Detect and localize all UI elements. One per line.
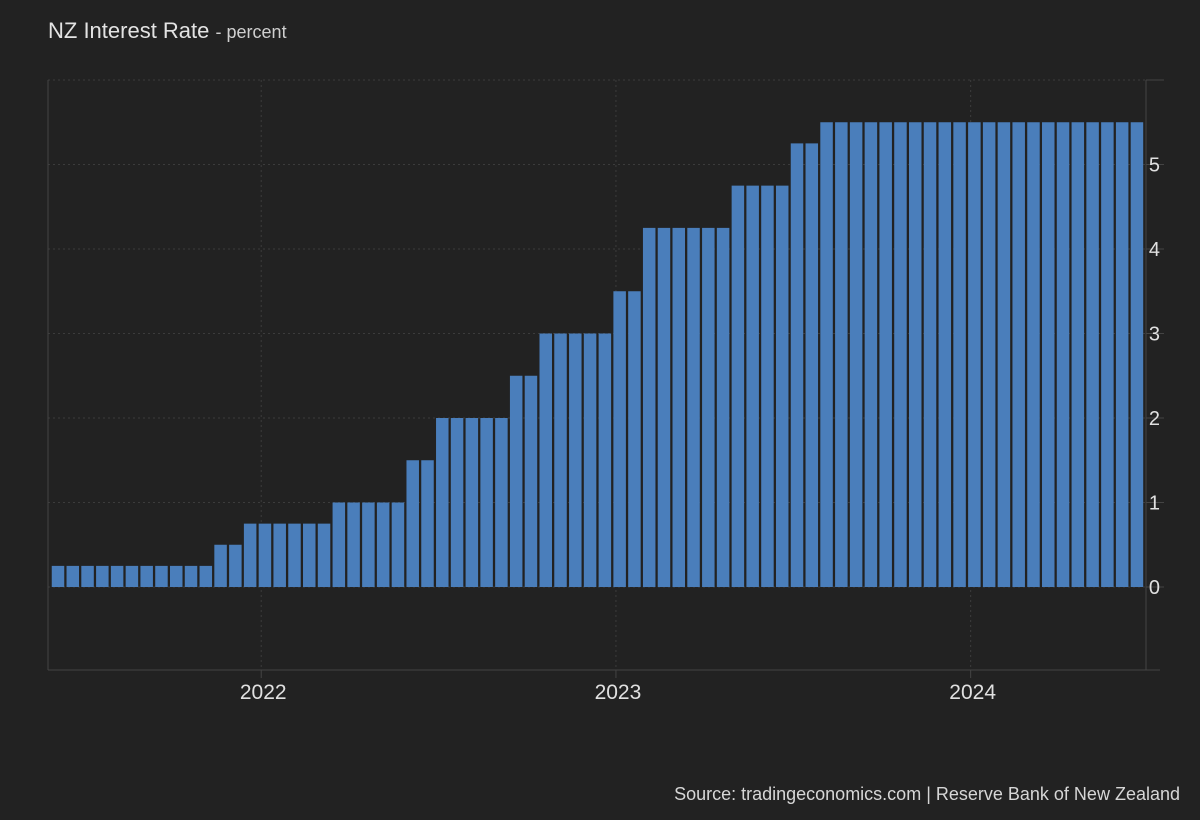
bar bbox=[642, 227, 656, 588]
bar bbox=[110, 565, 124, 588]
chart-unit: - percent bbox=[216, 22, 287, 42]
chart-title: NZ Interest Rate - percent bbox=[48, 18, 287, 44]
bar bbox=[805, 143, 819, 588]
bar bbox=[628, 291, 641, 587]
bar bbox=[184, 565, 198, 588]
bar bbox=[214, 544, 227, 587]
plot-frame bbox=[47, 79, 1164, 678]
y-tick-label: 5 bbox=[1149, 155, 1160, 177]
bar bbox=[820, 122, 833, 587]
bar bbox=[140, 565, 153, 588]
bar bbox=[835, 122, 848, 587]
bar bbox=[96, 565, 109, 588]
bar bbox=[923, 122, 937, 587]
bar bbox=[303, 523, 316, 588]
y-tick-label: 2 bbox=[1149, 408, 1160, 430]
bar bbox=[317, 523, 331, 588]
bar bbox=[1042, 122, 1055, 587]
chart-title-text: NZ Interest Rate bbox=[48, 18, 210, 43]
bar bbox=[332, 502, 346, 587]
bar bbox=[702, 227, 715, 588]
bar bbox=[258, 523, 272, 588]
chart-unit-text: percent bbox=[226, 22, 287, 42]
source-note: Source: tradingeconomics.com | Reserve B… bbox=[674, 784, 1180, 804]
bar bbox=[968, 122, 981, 587]
bar bbox=[66, 565, 80, 588]
bar bbox=[894, 122, 907, 587]
bar bbox=[229, 544, 242, 587]
bar bbox=[687, 227, 700, 588]
bar bbox=[347, 502, 360, 587]
bar bbox=[746, 185, 759, 588]
bar bbox=[169, 565, 183, 588]
bar bbox=[465, 418, 479, 587]
bar bbox=[288, 523, 301, 588]
y-tick-label: 0 bbox=[1149, 577, 1160, 599]
bar bbox=[125, 565, 139, 588]
x-tick-label: 2023 bbox=[595, 681, 642, 704]
x-tick-label: 2024 bbox=[949, 681, 996, 704]
bar bbox=[1086, 122, 1099, 587]
bar bbox=[1012, 122, 1025, 587]
bar bbox=[1101, 122, 1114, 587]
bar bbox=[908, 122, 922, 587]
bar bbox=[716, 227, 730, 588]
bar bbox=[1115, 122, 1129, 587]
bar bbox=[391, 502, 405, 587]
x-axis-ticks: 2022 2023 2024 bbox=[240, 681, 996, 704]
y-tick-label: 3 bbox=[1149, 324, 1160, 346]
bar bbox=[376, 502, 390, 587]
bar bbox=[362, 502, 375, 587]
bar bbox=[938, 122, 952, 587]
grid-lines bbox=[48, 79, 1146, 670]
bar bbox=[761, 185, 774, 588]
bar bbox=[524, 375, 538, 587]
bar bbox=[997, 122, 1011, 587]
bar bbox=[480, 418, 493, 587]
y-axis-ticks: 0 1 2 3 4 5 bbox=[1149, 155, 1160, 600]
bar bbox=[450, 418, 464, 587]
bar bbox=[613, 291, 626, 587]
bar bbox=[1027, 122, 1040, 587]
chart-unit-separator: - bbox=[215, 22, 222, 42]
bar bbox=[1071, 122, 1085, 587]
bar bbox=[1056, 122, 1070, 587]
bar bbox=[495, 418, 508, 587]
bar bbox=[849, 122, 863, 587]
bar bbox=[790, 143, 804, 588]
bar bbox=[864, 122, 878, 587]
bar bbox=[1130, 122, 1144, 587]
bar bbox=[953, 122, 966, 587]
bar bbox=[81, 565, 94, 588]
bar bbox=[406, 460, 419, 587]
bar bbox=[273, 523, 286, 588]
bar bbox=[879, 122, 892, 587]
bar bbox=[598, 333, 612, 587]
bar bbox=[554, 333, 567, 587]
bar bbox=[569, 333, 582, 587]
bar bbox=[539, 333, 552, 587]
bar bbox=[155, 565, 168, 588]
x-tick-label: 2022 bbox=[240, 681, 287, 704]
bar bbox=[509, 375, 523, 587]
bar bbox=[243, 523, 257, 588]
bar bbox=[672, 227, 686, 588]
bar bbox=[657, 227, 671, 588]
y-tick-label: 1 bbox=[1149, 493, 1160, 515]
bar bbox=[583, 333, 597, 587]
bar bbox=[982, 122, 996, 587]
bar bbox=[436, 418, 449, 587]
bar bbox=[199, 565, 213, 588]
bar bbox=[731, 185, 745, 588]
bar bbox=[421, 460, 434, 587]
bars bbox=[51, 122, 1144, 588]
y-tick-label: 4 bbox=[1149, 239, 1160, 261]
bar bbox=[51, 565, 65, 588]
bar bbox=[775, 185, 789, 588]
